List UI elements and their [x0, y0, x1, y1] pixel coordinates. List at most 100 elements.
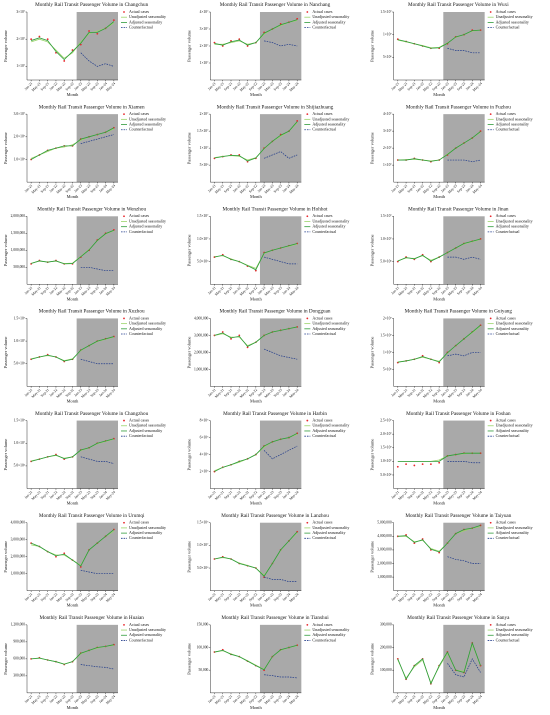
- chart-title: Monthly Rail Transit Passenger Volume in…: [223, 411, 327, 417]
- x-tick-label: Sep-23: [90, 694, 100, 704]
- series-line: [30, 529, 115, 567]
- y-tick-label: 3,000,000: [377, 548, 392, 553]
- data-point: [396, 465, 399, 468]
- x-tick-label: May-22: [422, 183, 433, 194]
- y-tick-label: 2.5×10⁷: [380, 418, 392, 422]
- legend-label: Actual cases: [496, 9, 517, 14]
- y-tick-label: 1,000,000: [194, 367, 209, 372]
- legend-label: Actual cases: [312, 213, 333, 218]
- data-point: [112, 19, 115, 22]
- x-tick-label: May-21: [214, 286, 225, 297]
- x-tick-label: Sep-23: [273, 183, 283, 193]
- series-line: [264, 674, 298, 679]
- legend-label: Unadjusted seasonality: [312, 627, 349, 632]
- y-axis-label: Passenger volume: [370, 643, 375, 675]
- y-tick-label: 2,000,000: [377, 561, 392, 566]
- y-tick-label: 8×10⁷: [200, 418, 209, 422]
- legend-label: Unadjusted seasonality: [129, 218, 166, 223]
- x-tick-label: Jan-24: [465, 490, 475, 500]
- series-line: [80, 358, 114, 365]
- x-tick-label: May-23: [447, 183, 458, 194]
- x-tick-label: May-23: [264, 81, 275, 92]
- y-tick-label: 1.0×10⁷: [14, 441, 26, 445]
- y-tick-label: 2,000,000: [194, 350, 209, 355]
- x-tick-label: May-22: [56, 592, 67, 603]
- data-point: [296, 120, 299, 122]
- x-tick-label: May-22: [239, 694, 250, 705]
- legend-label: Counterfactual: [312, 637, 337, 642]
- x-tick-label: Jan-23: [73, 286, 83, 296]
- x-axis-label: Month: [67, 501, 80, 506]
- x-tick-label: May-21: [397, 183, 408, 194]
- x-tick-label: Sep-22: [248, 286, 258, 296]
- x-tick-label: May-22: [239, 183, 250, 194]
- x-tick-label: Jan-21: [207, 388, 217, 398]
- y-tick-label: 200,000: [380, 645, 392, 650]
- y-tick-label: 900,000: [13, 640, 25, 645]
- series-line: [447, 461, 481, 464]
- y-tick-label: 6×10⁷: [200, 435, 209, 439]
- x-tick-label: Sep-21: [40, 388, 50, 398]
- shaded-period: [259, 12, 302, 80]
- x-tick-label: May-23: [264, 388, 275, 399]
- data-point: [238, 38, 241, 41]
- x-tick-label: Jan-24: [282, 490, 292, 500]
- legend-label: Actual cases: [129, 213, 150, 218]
- x-tick-label: May-24: [289, 81, 300, 92]
- x-tick-label: May-24: [105, 81, 116, 92]
- x-tick-label: Jan-23: [440, 592, 450, 602]
- x-tick-label: May-21: [214, 81, 225, 92]
- x-tick-label: May-22: [56, 694, 67, 705]
- x-axis-label: Month: [433, 705, 446, 710]
- y-tick-label: 3×10⁷: [383, 129, 392, 133]
- x-tick-label: Jan-23: [73, 388, 83, 398]
- legend-label: Actual cases: [312, 111, 333, 116]
- x-tick-label: Sep-21: [223, 81, 233, 91]
- y-tick-label: 3,000,000: [11, 538, 26, 543]
- x-tick-label: May-24: [105, 694, 116, 705]
- y-tick-label: 500,000: [13, 265, 25, 270]
- legend-label: Counterfactual: [496, 229, 521, 234]
- x-tick-label: Jan-24: [98, 592, 108, 602]
- legend-label: Unadjusted seasonality: [129, 627, 166, 632]
- shaded-period: [76, 420, 118, 489]
- y-tick-label: 5.0×10⁶: [380, 473, 392, 477]
- legend-marker: [306, 113, 309, 116]
- x-tick-label: Jan-23: [257, 694, 267, 704]
- legend-label: Adjusted seasonality: [496, 632, 529, 637]
- y-axis-label: Passenger volume: [186, 30, 191, 62]
- x-tick-label: May-22: [422, 592, 433, 603]
- x-tick-label: May-22: [56, 81, 67, 92]
- y-tick-label: 150,000: [197, 623, 209, 628]
- series-line: [31, 229, 115, 265]
- x-tick-label: Sep-23: [90, 490, 100, 500]
- chart-panel: Monthly Rail Transit Passenger Volume in…: [370, 513, 533, 608]
- x-tick-label: Jan-21: [24, 388, 34, 398]
- legend-label: Counterfactual: [312, 127, 337, 132]
- legend-label: Unadjusted seasonality: [496, 14, 533, 19]
- y-tick-label: 100,000: [197, 645, 209, 650]
- x-tick-label: Jan-24: [465, 286, 475, 296]
- x-tick-label: May-24: [472, 490, 483, 501]
- y-axis-label: Passenger volume: [186, 234, 191, 266]
- y-tick-label: 1.5×10⁷: [380, 333, 392, 337]
- x-tick-label: Sep-22: [248, 388, 258, 398]
- legend-label: Adjusted seasonality: [496, 224, 529, 229]
- data-point: [221, 331, 224, 333]
- shaded-period: [76, 624, 118, 693]
- x-tick-label: May-22: [422, 490, 433, 501]
- legend-marker: [489, 419, 492, 422]
- legend-label: Adjusted seasonality: [129, 428, 162, 433]
- y-axis-label: Passenger volume: [186, 439, 191, 471]
- y-axis-label: Passenger volume: [370, 234, 375, 266]
- x-tick-label: Sep-23: [456, 490, 466, 500]
- x-tick-label: May-23: [264, 592, 275, 603]
- data-point: [46, 38, 49, 41]
- x-tick-label: Jan-21: [390, 490, 400, 500]
- x-tick-label: May-23: [447, 388, 458, 399]
- x-tick-label: Jan-24: [282, 388, 292, 398]
- data-point: [79, 566, 82, 568]
- legend-marker: [306, 317, 309, 320]
- y-axis-label: Passenger volume: [370, 541, 375, 573]
